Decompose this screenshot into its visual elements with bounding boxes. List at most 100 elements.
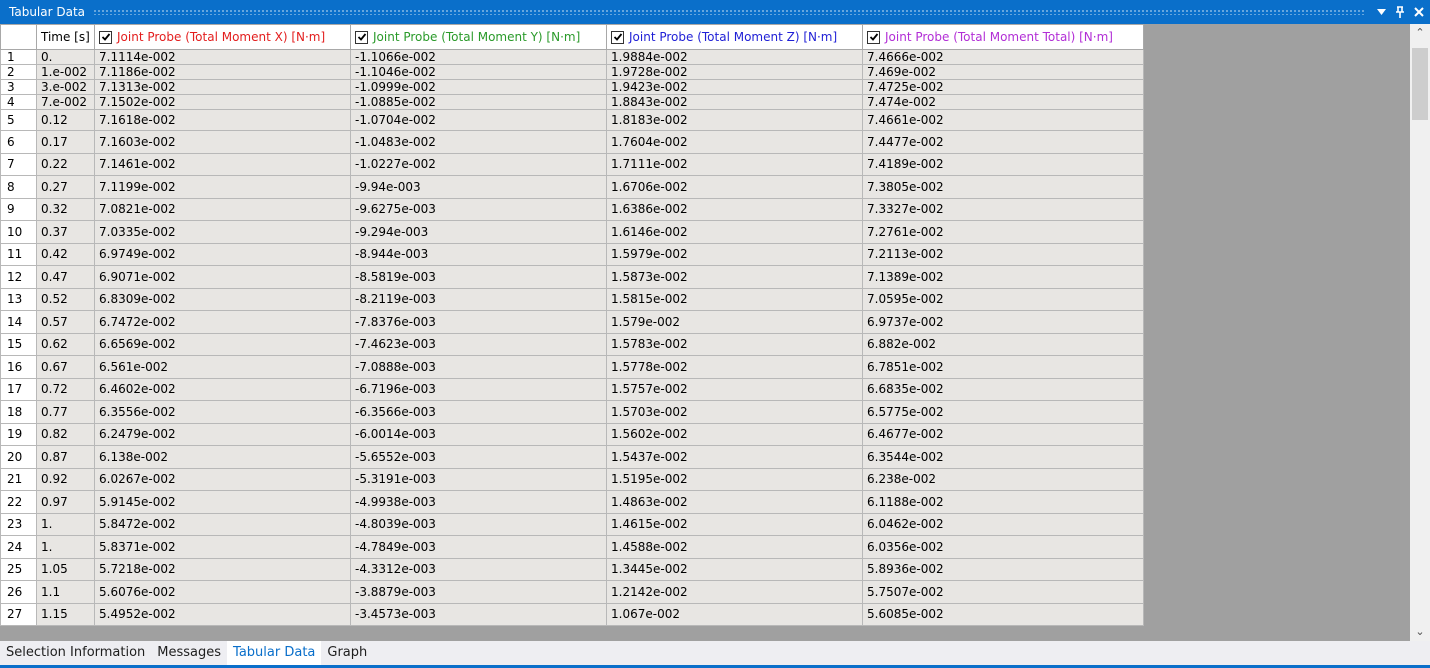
moment-y-cell[interactable]: -5.3191e-003 [350, 467, 607, 491]
moment-total-cell[interactable]: 6.882e-002 [862, 332, 1144, 356]
moment-y-cell[interactable]: -4.3312e-003 [350, 557, 607, 581]
moment-x-cell[interactable]: 5.7218e-002 [94, 557, 351, 581]
moment-total-cell[interactable]: 7.4661e-002 [862, 109, 1144, 131]
row-number[interactable]: 15 [0, 332, 37, 356]
moment-x-cell[interactable]: 7.1461e-002 [94, 152, 351, 176]
moment-z-cell[interactable]: 1.7111e-002 [606, 152, 863, 176]
moment-total-cell[interactable]: 7.2113e-002 [862, 242, 1144, 266]
moment-total-cell[interactable]: 6.0462e-002 [862, 512, 1144, 536]
moment-x-cell[interactable]: 7.1502e-002 [94, 94, 351, 110]
moment-z-cell[interactable]: 1.8843e-002 [606, 94, 863, 110]
time-column-header[interactable]: Time [s] [36, 24, 95, 50]
moment-total-cell[interactable]: 7.4725e-002 [862, 79, 1144, 95]
moment-y-cell[interactable]: -8.5819e-003 [350, 265, 607, 289]
time-cell[interactable]: 0.32 [36, 197, 95, 221]
checkbox-checked-icon[interactable] [611, 30, 624, 44]
moment-y-cell[interactable]: -9.294e-003 [350, 220, 607, 244]
moment-total-cell[interactable]: 6.3544e-002 [862, 445, 1144, 469]
time-cell[interactable]: 1.15 [36, 602, 95, 626]
row-number[interactable]: 13 [0, 287, 37, 311]
scroll-up-icon[interactable]: ⌃ [1415, 26, 1425, 39]
time-cell[interactable]: 0.42 [36, 242, 95, 266]
moment-x-cell[interactable]: 5.8472e-002 [94, 512, 351, 536]
moment-y-cell[interactable]: -6.7196e-003 [350, 377, 607, 401]
moment-z-cell[interactable]: 1.5783e-002 [606, 332, 863, 356]
moment-x-cell[interactable]: 5.4952e-002 [94, 602, 351, 626]
moment-x-cell[interactable]: 7.1603e-002 [94, 130, 351, 154]
table-row[interactable]: 1 0. 7.1114e-002 -1.1066e-002 1.9884e-002 7.4… [0, 49, 1144, 65]
table-row[interactable]: 10 0.37 7.0335e-002 -9.294e-003 1.6146e-002 7… [0, 220, 1144, 244]
moment-z-cell[interactable]: 1.6706e-002 [606, 175, 863, 199]
row-number[interactable]: 21 [0, 467, 37, 491]
row-number[interactable]: 18 [0, 400, 37, 424]
table-row[interactable]: 4 7.e-002 7.1502e-002 -1.0885e-002 1.8843e-0… [0, 94, 1144, 110]
moment-x-cell[interactable]: 5.9145e-002 [94, 490, 351, 514]
close-icon[interactable] [1411, 3, 1427, 21]
moment-total-cell[interactable]: 7.4666e-002 [862, 49, 1144, 65]
row-number[interactable]: 2 [0, 64, 37, 80]
moment-total-cell[interactable]: 7.3805e-002 [862, 175, 1144, 199]
row-number[interactable]: 7 [0, 152, 37, 176]
moment-z-cell[interactable]: 1.6146e-002 [606, 220, 863, 244]
moment-total-cell[interactable]: 6.9737e-002 [862, 310, 1144, 334]
moment-y-cell[interactable]: -7.8376e-003 [350, 310, 607, 334]
time-cell[interactable]: 0.57 [36, 310, 95, 334]
table-row[interactable]: 14 0.57 6.7472e-002 -7.8376e-003 1.579e-002 6… [0, 310, 1144, 334]
row-number[interactable]: 11 [0, 242, 37, 266]
moment-total-cell[interactable]: 6.238e-002 [862, 467, 1144, 491]
row-number[interactable]: 1 [0, 49, 37, 65]
table-row[interactable]: 25 1.05 5.7218e-002 -4.3312e-003 1.3445e-002… [0, 557, 1144, 581]
time-cell[interactable]: 0.82 [36, 422, 95, 446]
time-cell[interactable]: 1.05 [36, 557, 95, 581]
moment-total-cell[interactable]: 7.0595e-002 [862, 287, 1144, 311]
time-cell[interactable]: 0.27 [36, 175, 95, 199]
moment-x-cell[interactable]: 6.561e-002 [94, 355, 351, 379]
titlebar-grip[interactable] [93, 9, 1365, 15]
row-number[interactable]: 17 [0, 377, 37, 401]
table-row[interactable]: 12 0.47 6.9071e-002 -8.5819e-003 1.5873e-002… [0, 265, 1144, 289]
row-number[interactable]: 26 [0, 580, 37, 604]
moment-y-column-header[interactable]: Joint Probe (Total Moment Y) [N·m] [350, 24, 607, 50]
time-cell[interactable]: 0.22 [36, 152, 95, 176]
moment-y-cell[interactable]: -4.7849e-003 [350, 535, 607, 559]
moment-x-cell[interactable]: 6.2479e-002 [94, 422, 351, 446]
table-row[interactable]: 13 0.52 6.8309e-002 -8.2119e-003 1.5815e-002… [0, 287, 1144, 311]
time-cell[interactable]: 1. [36, 512, 95, 536]
moment-z-cell[interactable]: 1.5778e-002 [606, 355, 863, 379]
moment-x-cell[interactable]: 6.3556e-002 [94, 400, 351, 424]
moment-x-cell[interactable]: 7.1618e-002 [94, 109, 351, 131]
moment-z-cell[interactable]: 1.579e-002 [606, 310, 863, 334]
moment-x-cell[interactable]: 7.0821e-002 [94, 197, 351, 221]
moment-z-cell[interactable]: 1.4588e-002 [606, 535, 863, 559]
table-row[interactable]: 15 0.62 6.6569e-002 -7.4623e-003 1.5783e-002… [0, 332, 1144, 356]
moment-y-cell[interactable]: -3.8879e-003 [350, 580, 607, 604]
time-cell[interactable]: 0.72 [36, 377, 95, 401]
moment-z-cell[interactable]: 1.5703e-002 [606, 400, 863, 424]
tab-messages[interactable]: Messages [157, 645, 222, 660]
moment-total-cell[interactable]: 6.5775e-002 [862, 400, 1144, 424]
moment-x-column-header[interactable]: Joint Probe (Total Moment X) [N·m] [94, 24, 351, 50]
moment-z-cell[interactable]: 1.6386e-002 [606, 197, 863, 221]
table-row[interactable]: 24 1. 5.8371e-002 -4.7849e-003 1.4588e-002 6.… [0, 535, 1144, 559]
row-number[interactable]: 27 [0, 602, 37, 626]
moment-total-cell[interactable]: 7.4477e-002 [862, 130, 1144, 154]
table-row[interactable]: 18 0.77 6.3556e-002 -6.3566e-003 1.5703e-002… [0, 400, 1144, 424]
moment-z-cell[interactable]: 1.9423e-002 [606, 79, 863, 95]
moment-x-cell[interactable]: 6.9749e-002 [94, 242, 351, 266]
moment-y-cell[interactable]: -9.6275e-003 [350, 197, 607, 221]
time-cell[interactable]: 0.77 [36, 400, 95, 424]
table-row[interactable]: 21 0.92 6.0267e-002 -5.3191e-003 1.5195e-002… [0, 467, 1144, 491]
moment-total-cell[interactable]: 5.6085e-002 [862, 602, 1144, 626]
moment-z-cell[interactable]: 1.5815e-002 [606, 287, 863, 311]
moment-z-cell[interactable]: 1.7604e-002 [606, 130, 863, 154]
table-row[interactable]: 2 1.e-002 7.1186e-002 -1.1046e-002 1.9728e-0… [0, 64, 1144, 80]
moment-y-cell[interactable]: -1.0227e-002 [350, 152, 607, 176]
table-row[interactable]: 22 0.97 5.9145e-002 -4.9938e-003 1.4863e-002… [0, 490, 1144, 514]
table-row[interactable]: 26 1.1 5.6076e-002 -3.8879e-003 1.2142e-002 5… [0, 580, 1144, 604]
row-number[interactable]: 5 [0, 109, 37, 131]
time-cell[interactable]: 7.e-002 [36, 94, 95, 110]
moment-x-cell[interactable]: 7.1199e-002 [94, 175, 351, 199]
row-number[interactable]: 20 [0, 445, 37, 469]
moment-y-cell[interactable]: -1.0999e-002 [350, 79, 607, 95]
time-cell[interactable]: 3.e-002 [36, 79, 95, 95]
